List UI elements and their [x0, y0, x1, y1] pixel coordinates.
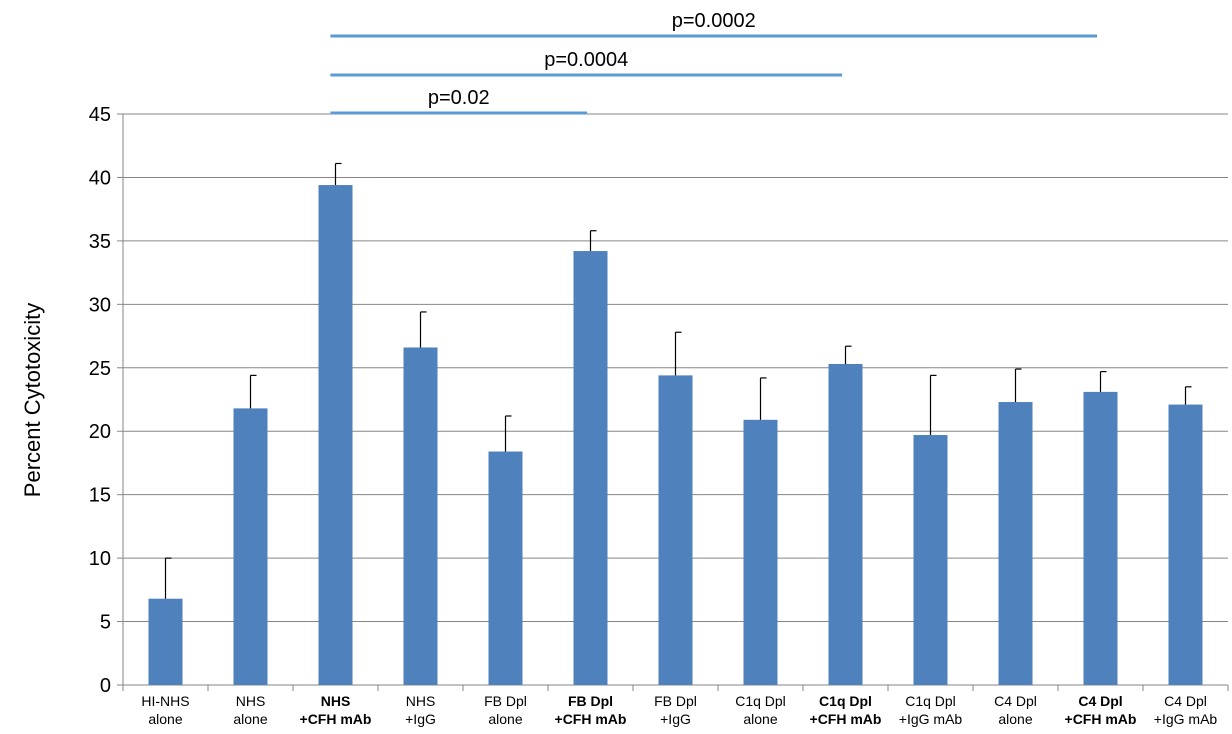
x-category-label: +IgG	[405, 711, 436, 727]
x-category-label: +CFH mAb	[1065, 711, 1137, 727]
y-tick-label: 45	[89, 104, 111, 126]
y-tick-label: 0	[100, 675, 111, 697]
x-category-label: C1q Dpl	[735, 693, 786, 709]
error-bars	[164, 162, 1192, 599]
y-tick-label: 15	[89, 485, 111, 507]
y-tick-label: 30	[89, 294, 111, 316]
p-value-label: p=0.0002	[672, 10, 756, 32]
x-category-label: alone	[743, 711, 777, 727]
significance-annotations: p=0.02 p=0.0004 p=0.0002	[330, 10, 1098, 115]
y-tick-label: 35	[89, 231, 111, 253]
x-category-label: NHS	[321, 693, 351, 709]
bar	[318, 185, 353, 685]
x-category-label: +CFH mAb	[810, 711, 882, 727]
x-category-label: FB Dpl	[654, 693, 697, 709]
bar	[573, 251, 608, 686]
bar	[658, 375, 693, 685]
x-category-label: alone	[488, 711, 522, 727]
bar	[828, 363, 863, 685]
x-category-label: +IgG	[660, 711, 691, 727]
x-category-label: C4 Dpl	[1078, 693, 1122, 709]
y-tick-label: 20	[89, 421, 111, 443]
bar	[148, 598, 183, 685]
x-category-label: NHS	[406, 693, 436, 709]
x-category-label: FB Dpl	[484, 693, 527, 709]
x-category-label: +IgG mAb	[899, 711, 963, 727]
y-tick-label: 5	[100, 612, 111, 634]
x-category-labels: HI-NHS alone NHS alone NHS +CFH mAb NHS +IgG FB …	[141, 693, 1217, 727]
x-category-label: +CFH mAb	[300, 711, 372, 727]
x-category-label: NHS	[236, 693, 266, 709]
y-tick-label: 25	[89, 358, 111, 380]
bar	[998, 402, 1033, 685]
x-category-label: HI-NHS	[141, 693, 189, 709]
x-category-label: C4 Dpl	[1164, 693, 1207, 709]
x-category-label: alone	[148, 711, 182, 727]
bars	[148, 185, 1203, 686]
x-category-label: C4 Dpl	[994, 693, 1037, 709]
bar	[233, 408, 268, 685]
x-category-label: FB Dpl	[568, 693, 613, 709]
bar	[913, 435, 948, 685]
bar	[1168, 404, 1203, 685]
bar	[1083, 391, 1118, 685]
x-category-label: C1q Dpl	[905, 693, 956, 709]
x-category-label: alone	[998, 711, 1032, 727]
x-category-label: alone	[233, 711, 267, 727]
y-axis-label: Percent Cytotoxicity	[20, 303, 45, 497]
y-tick-labels: 0 5 10 15 20 25 30 35 40 45	[89, 104, 111, 697]
bar	[488, 451, 523, 685]
p-value-label: p=0.0004	[544, 49, 628, 71]
y-tick-label: 10	[89, 548, 111, 570]
bar	[403, 347, 438, 685]
p-value-label: p=0.02	[428, 87, 490, 109]
x-category-label: +CFH mAb	[555, 711, 627, 727]
x-category-label: C1q Dpl	[819, 693, 872, 709]
x-category-label: +IgG mAb	[1154, 711, 1218, 727]
bar	[743, 419, 778, 685]
y-tick-label: 40	[89, 167, 111, 189]
